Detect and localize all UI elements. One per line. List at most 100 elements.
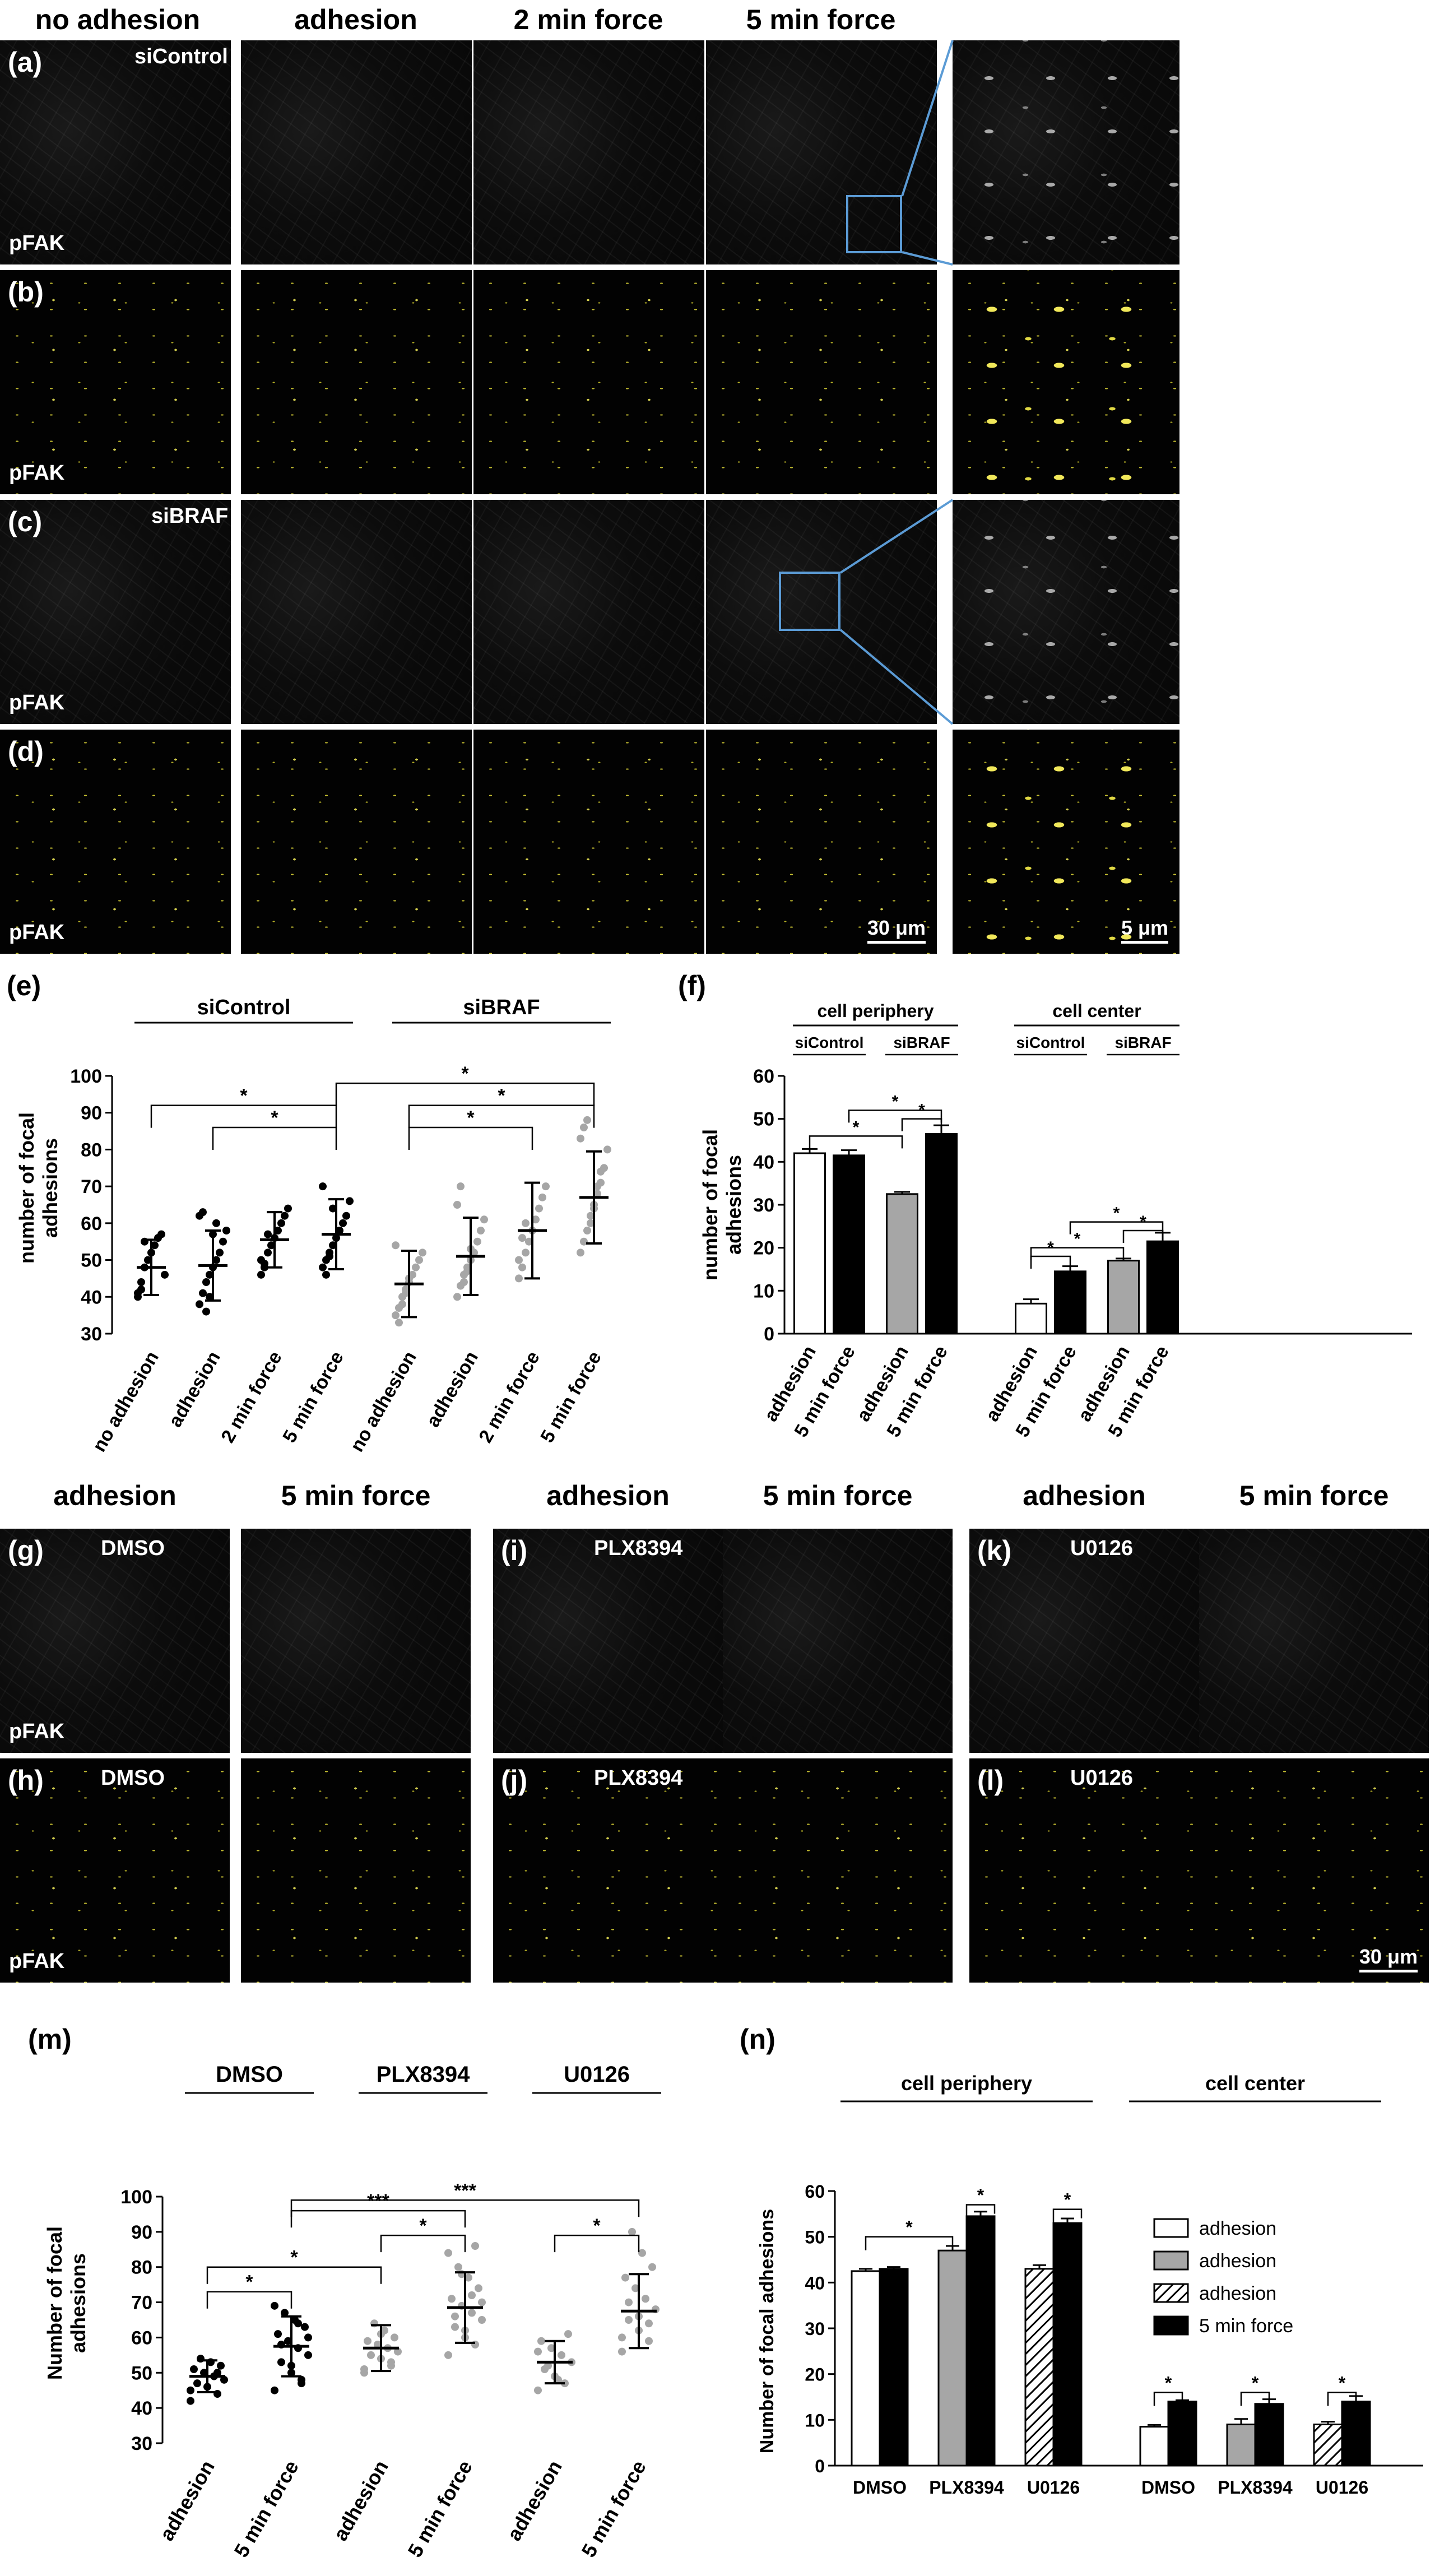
mid-col-header: 5 min force [1239, 1480, 1389, 1511]
data-point [457, 1182, 465, 1191]
subgroup-header: siControl [795, 1034, 864, 1051]
significance-star: * [290, 2247, 298, 2268]
mid-micrograph-panel [723, 1529, 953, 1753]
y-tick-label: 60 [805, 2182, 825, 2202]
mid-row-label: (i) [501, 1535, 528, 1566]
y-axis-label: adhesions [722, 1155, 745, 1255]
data-point [558, 2351, 565, 2359]
significance-bracket [408, 1104, 595, 1128]
y-tick-label: 30 [131, 2433, 152, 2454]
significance-star: * [905, 2217, 913, 2238]
stain-label: pFAK [9, 1950, 65, 1973]
scale-bar-line [867, 941, 926, 944]
treatment-label-sibraf: siBRAF [151, 504, 229, 528]
data-point [298, 2379, 305, 2388]
data-point [475, 2284, 482, 2292]
y-tick-label: 100 [120, 2187, 152, 2208]
data-point [257, 1270, 265, 1279]
significance-bracket [865, 2236, 954, 2250]
y-axis-label: number of focal [699, 1129, 722, 1280]
scale-bar: 30 μm [867, 916, 926, 944]
data-point [468, 2291, 476, 2299]
y-tick-label: 50 [753, 1109, 774, 1130]
x-tick-label: 2 min force [475, 1348, 544, 1446]
micrograph-panel [473, 730, 704, 954]
legend-swatch [1153, 2218, 1189, 2238]
zoom-scale-bar: 5 μm [1121, 916, 1168, 944]
significance-star: * [593, 2215, 601, 2236]
data-point [580, 1237, 588, 1246]
data-point [212, 1256, 220, 1264]
data-point [648, 2263, 656, 2271]
y-axis-label: number of focal [15, 1112, 38, 1264]
significance-star: * [461, 1063, 469, 1084]
data-point [518, 1263, 526, 1271]
significance-bracket [1122, 1229, 1164, 1243]
data-point [394, 2347, 402, 2356]
subgroup-header: siBRAF [1114, 1034, 1171, 1051]
data-point [522, 1219, 530, 1227]
data-point [478, 2316, 486, 2324]
group-header: DMSO [216, 2062, 283, 2087]
col-header-adhesion: adhesion [294, 4, 417, 35]
data-point [451, 2323, 459, 2331]
significance-bracket [1030, 1255, 1071, 1269]
data-point [532, 1215, 540, 1224]
data-point [157, 1230, 165, 1238]
data-point [453, 1293, 461, 1301]
significance-star: * [1113, 1204, 1120, 1223]
significance-bracket [1030, 1247, 1125, 1260]
micrograph-panel [473, 500, 704, 724]
data-point [471, 2242, 479, 2250]
mid-micrograph-panel [1199, 1529, 1429, 1753]
data-point [193, 2379, 201, 2388]
data-point [412, 1263, 420, 1271]
x-tick-label: PLX8394 [1218, 2477, 1293, 2498]
bar-adhesion [1139, 2426, 1169, 2467]
stain-label: pFAK [9, 1720, 65, 1743]
row-label: (b) [8, 276, 44, 308]
y-tick-label: 60 [753, 1066, 774, 1087]
legend-label: adhesion [1199, 2218, 1276, 2239]
data-point [583, 1116, 591, 1124]
significance-star: * [1339, 2373, 1346, 2393]
significance-bracket [380, 2234, 466, 2253]
legend-label: adhesion [1199, 2250, 1276, 2272]
data-point [322, 1270, 330, 1279]
data-point [597, 1167, 605, 1176]
data-point [137, 1278, 145, 1286]
zoom-panel: 5 μm [953, 730, 1179, 954]
panel-letter-e: (e) [7, 970, 41, 1001]
significance-star: * [853, 1118, 860, 1136]
significance-star: * [271, 1107, 278, 1129]
significance-star: * [892, 1092, 899, 1111]
y-tick-label: 70 [131, 2292, 152, 2314]
data-point [564, 2330, 572, 2338]
data-point [631, 2284, 639, 2292]
mid-col-header: adhesion [53, 1480, 177, 1511]
region-header: cell periphery [901, 2072, 1032, 2095]
significance-star: * [467, 1107, 475, 1129]
data-point [444, 2249, 452, 2257]
significance-star: * [240, 1085, 248, 1107]
significance-bracket [290, 2199, 640, 2217]
bar-5-min-force [879, 2268, 909, 2467]
data-point [367, 2351, 375, 2359]
mid-col-header: 5 min force [763, 1480, 913, 1511]
bar-5-min-force [965, 2215, 996, 2467]
data-point [161, 1270, 169, 1279]
row-label: (c) [8, 506, 43, 537]
significance-bracket [1327, 2392, 1357, 2406]
mid-micrograph-panel [723, 1758, 953, 1983]
x-tick-label: DMSO [1141, 2477, 1195, 2498]
legend-swatch [1153, 2283, 1189, 2303]
data-point [515, 1256, 523, 1264]
data-point [360, 2365, 368, 2373]
data-point [587, 1219, 595, 1227]
data-point [515, 1274, 523, 1283]
data-point [274, 2330, 282, 2338]
y-tick-label: 40 [805, 2273, 825, 2293]
group-header: siControl [197, 997, 291, 1019]
region-header: cell periphery [817, 1001, 934, 1021]
